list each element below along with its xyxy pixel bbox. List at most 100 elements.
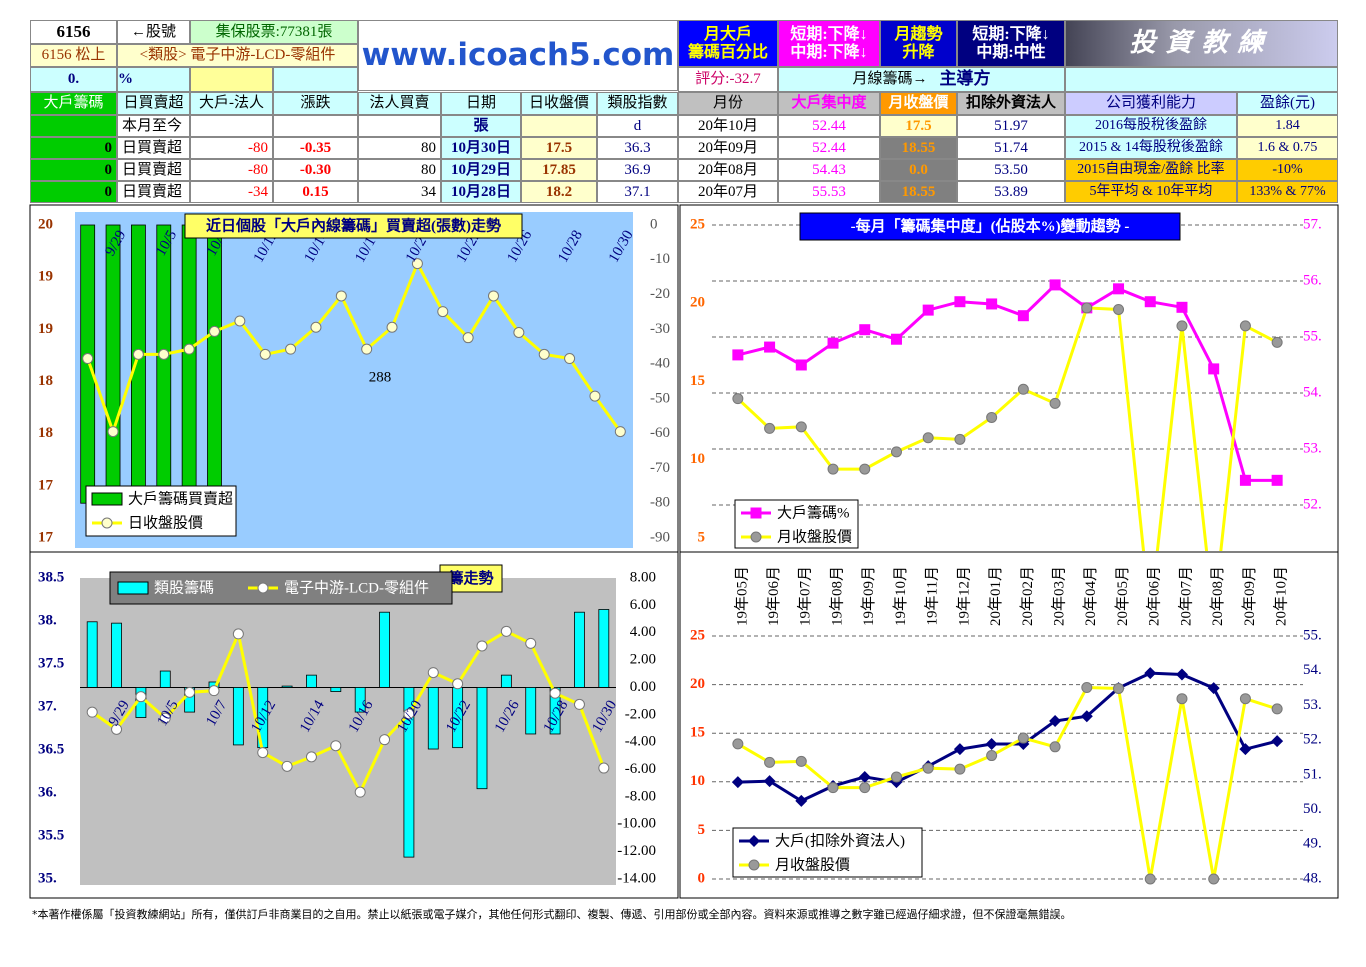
table-cell: 80 xyxy=(358,159,441,181)
marker xyxy=(158,348,170,360)
y-tick-label: 17 xyxy=(38,477,54,493)
y-tick-label: 15 xyxy=(690,373,705,389)
marker xyxy=(1271,735,1284,748)
table-cell-text: 17.85 xyxy=(542,161,576,178)
shares-text: 集保股票:77381張 xyxy=(215,23,333,40)
y2-tick-label: -60 xyxy=(650,425,670,441)
table-cell-text: 17.5 xyxy=(545,139,573,156)
marker xyxy=(386,321,398,333)
table-cell: 本月至今 xyxy=(117,115,190,137)
marker xyxy=(1239,693,1251,705)
ratio-text: 0. xyxy=(67,71,80,88)
y-tick-label: 18 xyxy=(38,373,53,389)
marker xyxy=(1144,296,1156,308)
column-header: 法人買賣 xyxy=(358,92,441,115)
marker xyxy=(1017,732,1029,744)
marker xyxy=(310,321,322,333)
y2-tick-label: -50 xyxy=(650,390,670,406)
marker xyxy=(1208,873,1220,885)
marker xyxy=(1208,363,1220,375)
marker xyxy=(1176,693,1188,705)
table-cell: 18.55 xyxy=(880,137,957,159)
marker xyxy=(1080,710,1093,723)
y-tick-label: 36. xyxy=(38,784,57,800)
column-header: 漲跌 xyxy=(273,92,358,115)
marker xyxy=(1081,682,1093,694)
table-cell-text: 18.55 xyxy=(901,139,936,156)
marker xyxy=(1113,283,1125,295)
legend-label: 大戶籌碼% xyxy=(777,504,850,521)
table-cell: 133% & 77% xyxy=(1237,181,1338,203)
y-tick-label: 20 xyxy=(690,676,705,692)
marker xyxy=(750,507,762,519)
column-header: 大戶-法人 xyxy=(190,92,273,115)
marker xyxy=(538,348,550,360)
x-tick-label: 19年06月 xyxy=(765,566,782,626)
code-label-text: ←股號 xyxy=(130,23,176,40)
website: www.icoach5.com xyxy=(358,20,678,91)
bar xyxy=(574,611,585,688)
y2-tick-label: -40 xyxy=(650,356,670,372)
table-cell-text: 2015自由現金/盈餘 比率 xyxy=(1077,162,1225,178)
marker xyxy=(1239,474,1251,486)
table-cell: 53.89 xyxy=(957,181,1065,203)
bar xyxy=(354,687,366,713)
marker xyxy=(208,685,220,697)
month-trend-text: 月趨勢 xyxy=(894,25,943,43)
y2-tick-label: 57. xyxy=(1303,216,1322,232)
table-cell-text: d xyxy=(633,117,642,134)
legend-swatch xyxy=(91,492,123,506)
y-tick-label: 36.5 xyxy=(38,741,64,757)
table-cell: 20年09月 xyxy=(678,137,778,159)
table-cell-text: 52.44 xyxy=(812,117,846,134)
marker xyxy=(159,712,171,724)
y-tick-label: 0 xyxy=(698,870,706,886)
table-cell: 0.15 xyxy=(273,181,358,203)
chart-title: 籌走勢 xyxy=(448,569,493,587)
column-header-text: 類股指數 xyxy=(607,95,668,112)
y-tick-label: 35. xyxy=(38,870,57,886)
y2-tick-label: -14.00 xyxy=(617,870,656,886)
stock-code-text: 6156 xyxy=(56,21,91,41)
month-trend: 月趨勢 升降 xyxy=(880,20,957,67)
table-cell-text: 本月至今 xyxy=(122,117,183,134)
marker xyxy=(257,747,269,759)
x-tick-label: 20年09月 xyxy=(1241,566,1258,626)
marker xyxy=(1017,310,1029,322)
table-cell-text: -34 xyxy=(248,183,268,200)
table-cell: 0 xyxy=(30,137,117,159)
marker xyxy=(953,743,966,756)
marker xyxy=(462,332,474,344)
marker xyxy=(1271,336,1283,348)
marker xyxy=(549,687,561,699)
y-tick-label: 37. xyxy=(38,698,57,714)
x-tick-label: 19年09月 xyxy=(860,566,877,626)
marker xyxy=(890,446,902,458)
big-holder-text: 月大戶 xyxy=(703,25,752,43)
blank-cell xyxy=(273,67,358,92)
table-cell-text: 5年平均 & 10年平均 xyxy=(1089,184,1213,200)
score-text: 評分:-32.7 xyxy=(695,71,761,88)
annotation: 288 xyxy=(369,369,392,385)
y-tick-label: 35.5 xyxy=(38,827,64,843)
y2-tick-label: 4.00 xyxy=(630,624,656,640)
x-tick-label: 19年07月 xyxy=(797,566,814,626)
month-trend-status: 短期:下降↓ 中期:中性 xyxy=(957,20,1065,67)
table-cell: 55.53 xyxy=(778,181,880,203)
column-header-text: 日買賣超 xyxy=(123,95,184,112)
marker xyxy=(764,422,776,434)
marker xyxy=(86,706,98,718)
marker xyxy=(764,756,776,768)
marker xyxy=(827,782,839,794)
table-cell-text: 10月28日 xyxy=(450,183,511,200)
marker xyxy=(1271,474,1283,486)
x-tick-label: 20年07月 xyxy=(1177,566,1194,626)
bar xyxy=(159,670,171,688)
ratio-unit: % xyxy=(117,67,190,92)
legend-label: 月收盤股價 xyxy=(775,856,850,873)
marker xyxy=(330,740,342,752)
y2-tick-label: 53. xyxy=(1303,440,1322,456)
blank-cell xyxy=(190,67,273,92)
table-cell-text: 2016每股稅後盈餘 xyxy=(1095,118,1207,134)
